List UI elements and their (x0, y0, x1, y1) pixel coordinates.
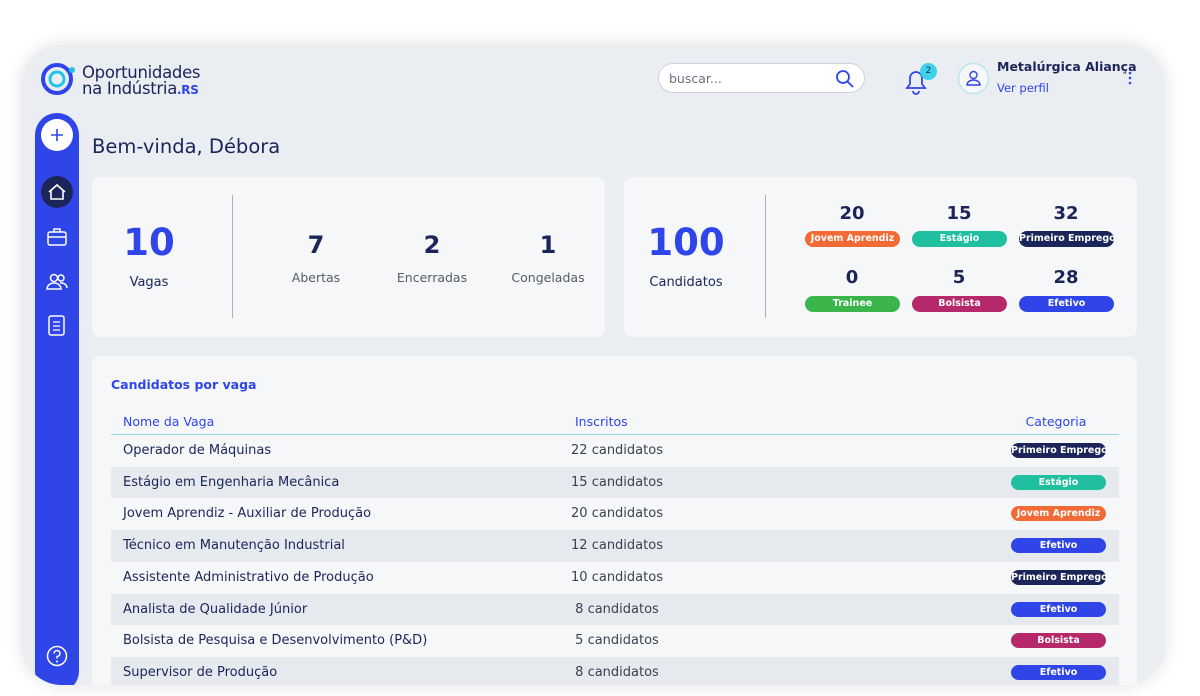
applicants: 8 candidatos (575, 664, 659, 680)
menu-kebab[interactable] (1126, 71, 1134, 85)
job-name: Estágio em Engenharia Mecânica (123, 474, 340, 490)
divider (765, 195, 766, 318)
applicants: 22 candidatos (571, 443, 663, 458)
avatar[interactable] (957, 62, 990, 95)
profile-link[interactable]: Ver perfil (997, 81, 1049, 95)
job-name: Assistente Administrativo de Produção (123, 569, 374, 585)
app-frame: Oportunidades na Indústria.RS buscar... … (22, 45, 1165, 685)
category-count: 5 (952, 267, 966, 288)
profile-name: Metalúrgica Aliança (997, 59, 1137, 74)
job-name: Técnico em Manutenção Industrial (123, 538, 345, 554)
category-badge: Bolsista (1011, 633, 1106, 649)
category-badge: Efetivo (1011, 601, 1106, 617)
table-row: Analista de Qualidade Júnior 8 candidatos… (111, 593, 1119, 626)
table-row: Jovem Aprendiz - Auxiliar de Produção 20 … (111, 498, 1119, 530)
greeting: Bem-vinda, Débora (92, 135, 281, 158)
candidates-by-job-card: Candidatos por vaga Nome da Vaga Inscrit… (92, 356, 1137, 685)
category-count: 15 (946, 203, 972, 224)
candidates-summary-card: 100 Candidatos 20 Jovem Aprendiz 15 Estágio… (624, 177, 1137, 337)
table-title: Candidatos por vaga (111, 377, 257, 392)
jobs-summary-card: 10 Vagas 7 Abertas 2 Encerradas 1 Congeladas (92, 177, 605, 337)
job-name: Operador de Máquinas (123, 443, 272, 458)
jobs-status-label: Congeladas (511, 270, 585, 285)
jobs-status-count: 2 (423, 231, 441, 259)
column-header: Nome da Vaga (123, 414, 215, 429)
bell-icon[interactable] (902, 67, 930, 95)
category-badge: Efetivo (1011, 538, 1106, 554)
table-row: Operador de Máquinas 22 candidatos Primeir… (111, 435, 1119, 467)
category-badge: Trainee (805, 296, 900, 312)
job-name: Analista de Qualidade Júnior (123, 601, 308, 617)
job-name: Jovem Aprendiz - Auxiliar de Produção (123, 506, 372, 522)
logo-suffix: .RS (177, 83, 199, 97)
category-badge: Estágio (912, 231, 1007, 247)
applicants: 15 candidatos (571, 474, 663, 490)
header-rule (111, 434, 1119, 435)
category-badge: Primeiro Emprego (1011, 569, 1108, 585)
nav-reports[interactable] (48, 315, 66, 337)
category-badge: Bolsista (912, 296, 1007, 312)
category-badge: Efetivo (1011, 664, 1106, 680)
table-row: Estágio em Engenharia Mecânica 15 candida… (111, 466, 1119, 499)
applicants: 12 candidatos (571, 538, 663, 554)
logo-line2-text: na Indústria (82, 79, 178, 98)
category-count: 20 (839, 203, 865, 224)
category-badge: Jovem Aprendiz (805, 231, 900, 247)
column-header: Categoria (1025, 414, 1087, 429)
notification-count: 2 (920, 63, 937, 80)
search-box[interactable]: buscar... (658, 63, 865, 93)
jobs-status-label: Encerradas (396, 270, 468, 285)
jobs-status-count: 1 (539, 231, 557, 259)
logo-line2: na Indústria.RS (82, 79, 200, 98)
candidates-total: 100 (647, 221, 725, 264)
category-badge: Primeiro Emprego (1011, 443, 1108, 458)
nav-candidates[interactable] (46, 272, 68, 292)
category-count: 28 (1053, 267, 1079, 288)
divider (232, 195, 233, 318)
applicants: 10 candidatos (571, 569, 663, 585)
table-row: Supervisor de Produção 8 candidatos Efetiv… (111, 656, 1119, 685)
nav-jobs[interactable] (47, 227, 67, 247)
search-icon[interactable] (835, 69, 855, 89)
category-count: 0 (845, 267, 859, 288)
category-count: 32 (1053, 203, 1079, 224)
logo-line1: Oportunidades (82, 63, 201, 82)
category-badge: Estágio (1011, 474, 1106, 490)
search-placeholder: buscar... (669, 71, 722, 86)
job-name: Supervisor de Produção (123, 664, 278, 680)
jobs-status-label: Abertas (291, 270, 341, 285)
category-badge: Jovem Aprendiz (1011, 506, 1106, 522)
sidebar (35, 113, 79, 685)
table-row: Técnico em Manutenção Industrial 12 candi… (111, 530, 1119, 562)
table-row: Bolsista de Pesquisa e Desenvolvimento (… (111, 625, 1119, 657)
job-name: Bolsista de Pesquisa e Desenvolvimento (… (123, 633, 428, 649)
logo-icon (41, 63, 75, 95)
applicants: 8 candidatos (575, 601, 659, 617)
nav-home[interactable] (41, 176, 73, 208)
jobs-status-count: 7 (307, 231, 325, 259)
category-badge: Efetivo (1019, 296, 1114, 312)
candidates-label: Candidatos (649, 275, 723, 290)
jobs-label: Vagas (129, 275, 169, 290)
category-badge: Primeiro Emprego (1019, 231, 1116, 247)
column-header: Inscritos (575, 414, 628, 429)
applicants: 20 candidatos (571, 506, 663, 522)
applicants: 5 candidatos (575, 633, 659, 649)
jobs-total: 10 (123, 221, 175, 264)
logo-text: Oportunidades na Indústria.RS (82, 63, 201, 98)
table-row: Assistente Administrativo de Produção 10 … (111, 562, 1119, 594)
add-button[interactable] (41, 119, 73, 151)
help-button[interactable] (46, 645, 68, 667)
